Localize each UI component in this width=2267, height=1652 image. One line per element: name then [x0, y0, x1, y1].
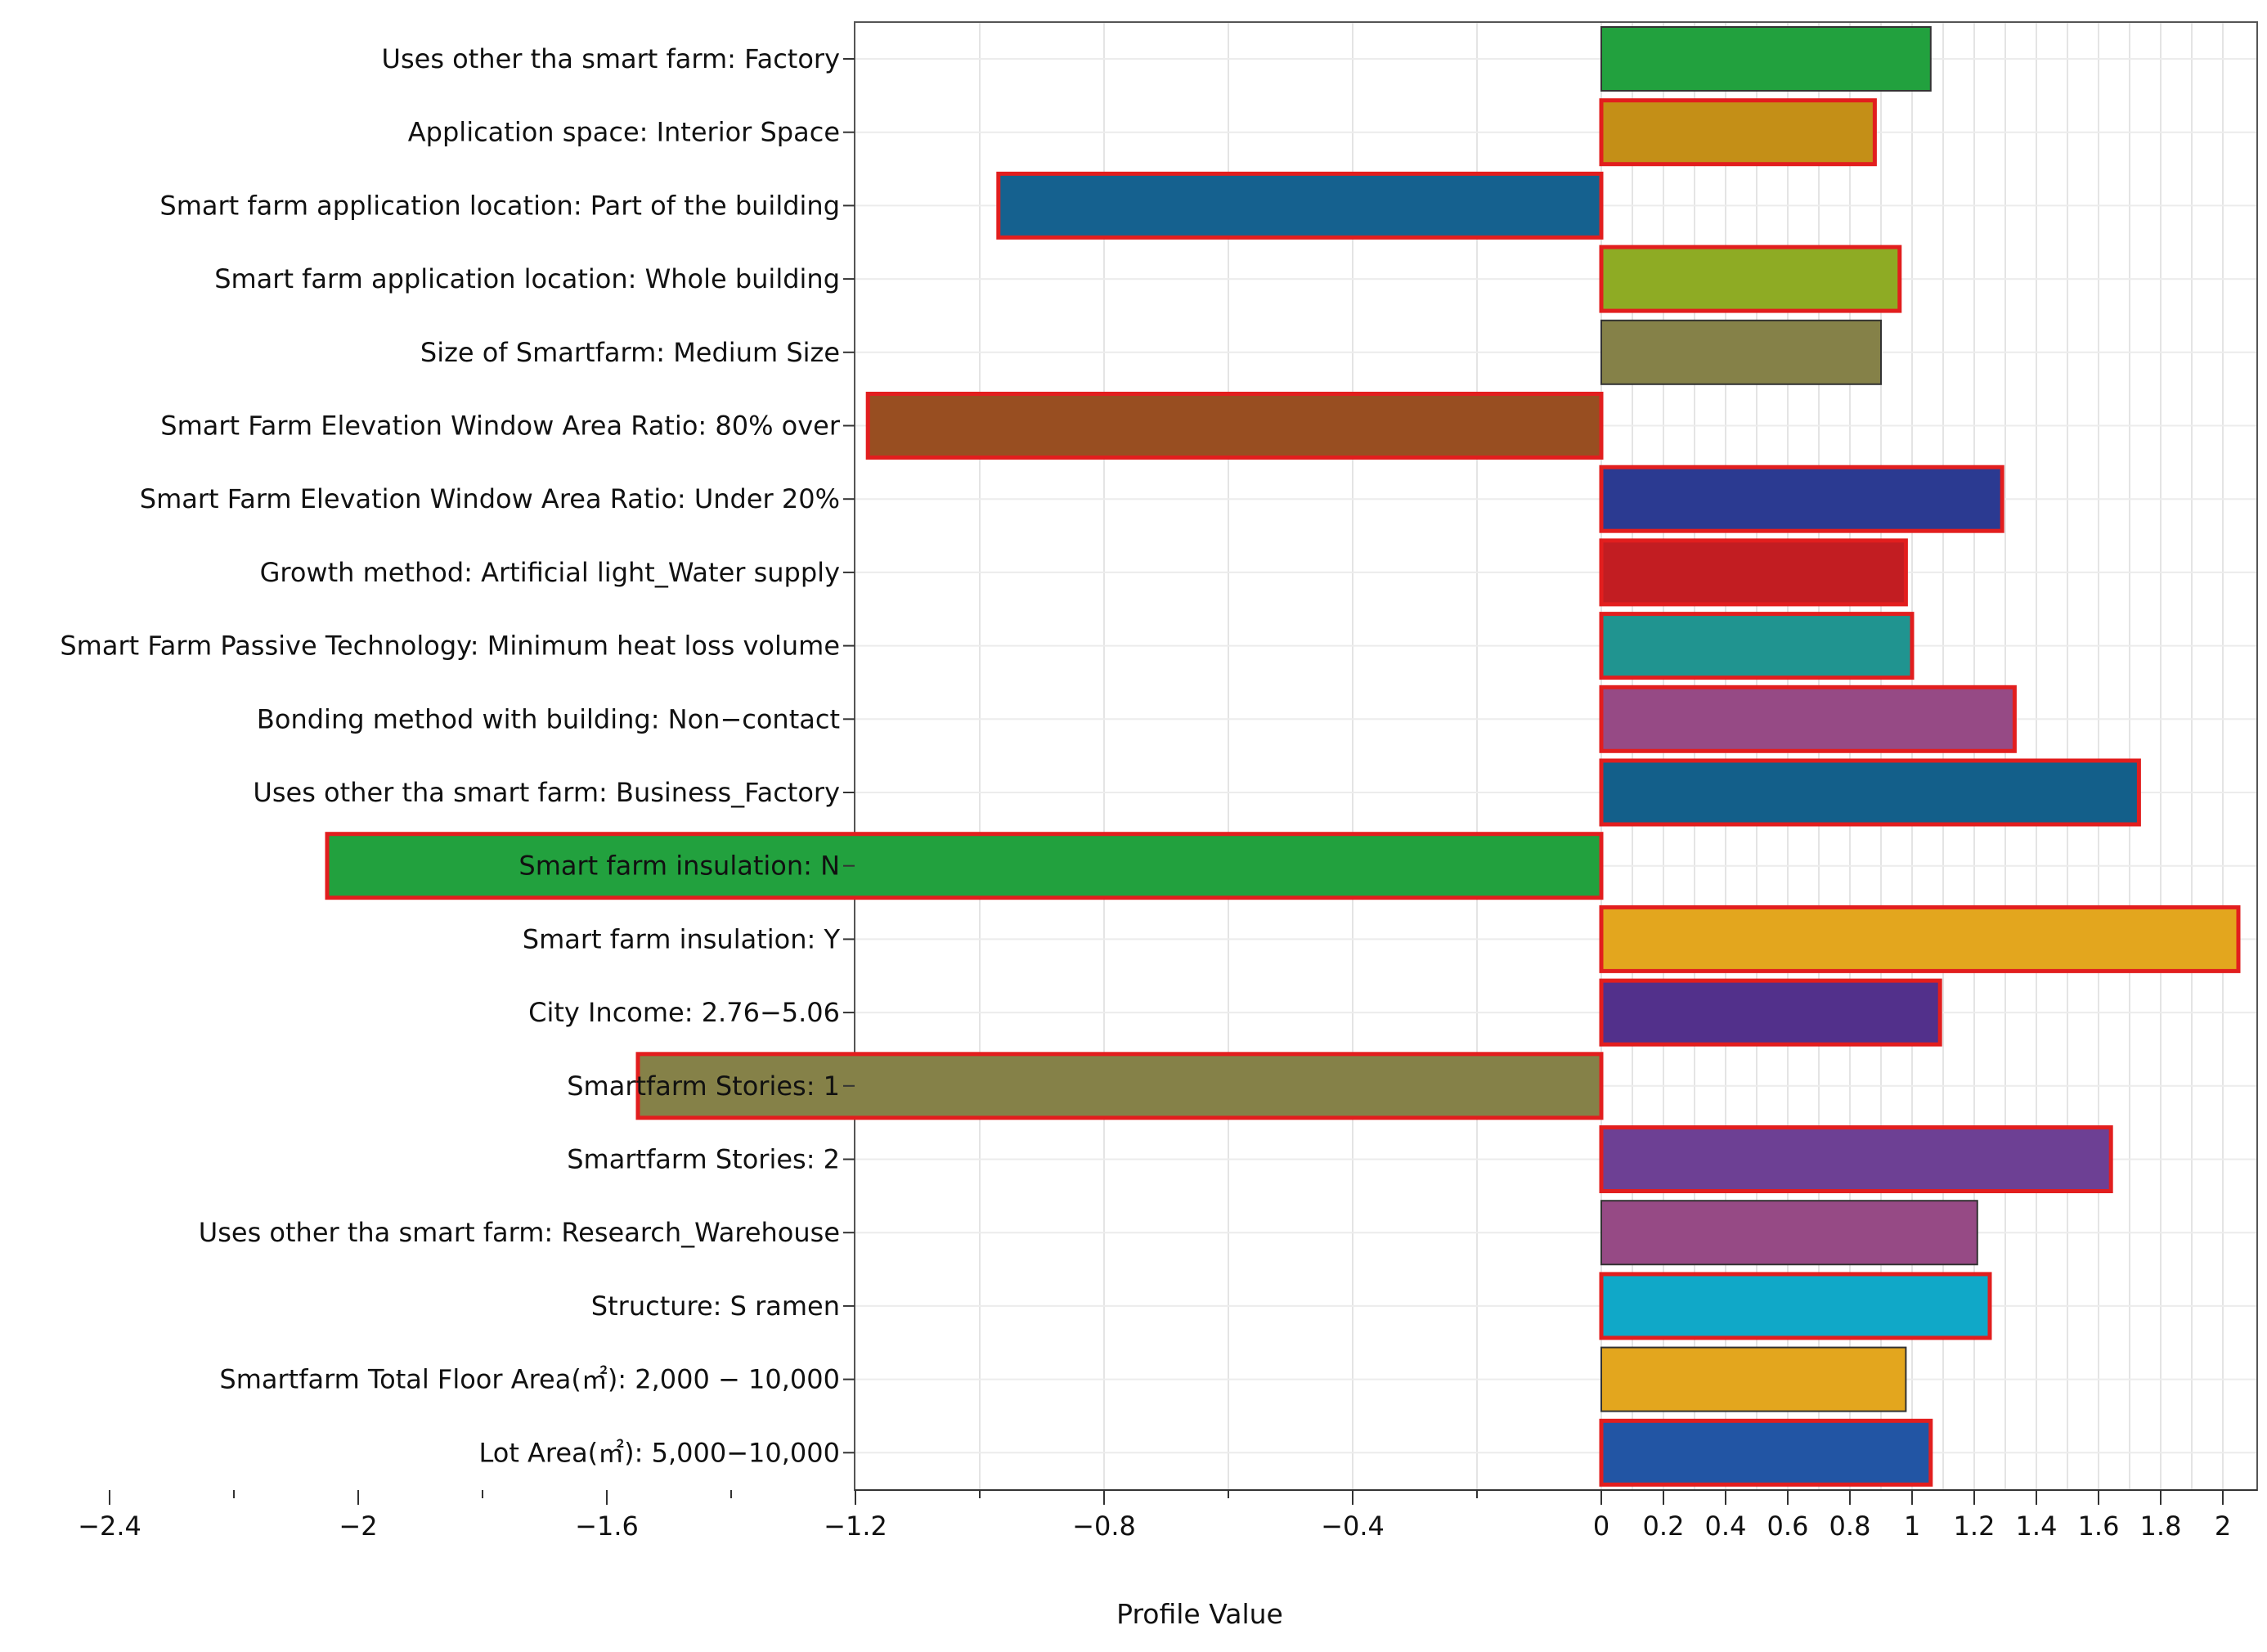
category-label: Smartfarm Stories: 2: [567, 1144, 840, 1175]
grid-lines: [855, 22, 2257, 1490]
category-label: Smart Farm Elevation Window Area Ratio: …: [160, 411, 841, 442]
bar: [1599, 685, 2017, 753]
bar: [1599, 98, 1877, 167]
category-label: Smart farm insulation: Y: [523, 923, 841, 954]
x-tick-label: 0: [1593, 1511, 1609, 1542]
bar: [1599, 465, 2004, 533]
category-label: Smart Farm Elevation Window Area Ratio: …: [140, 483, 840, 514]
category-label: Smart farm application location: Part of…: [159, 190, 840, 221]
bar: [1599, 1272, 1992, 1340]
category-labels: Uses other tha smart farm: Factory Applic…: [60, 43, 855, 1468]
bar: [635, 1052, 1604, 1120]
category-label: Size of Smartfarm: Medium Size: [420, 337, 840, 368]
category-label: Uses other tha smart farm: Research_Ware…: [199, 1217, 840, 1248]
category-label: Lot Area(㎡): 5,000−10,000: [478, 1437, 840, 1468]
bar: [1599, 245, 1902, 313]
category-label: Smart farm insulation: N: [518, 851, 840, 882]
x-tick-label: 1: [1904, 1511, 1920, 1542]
bar: [1600, 1346, 1907, 1412]
bar: [1599, 758, 2141, 827]
x-tick-label: 0.2: [1643, 1511, 1685, 1542]
plot-area-frame: [854, 21, 2258, 1491]
x-axis: −2.4 −2 −1.6 −1.2 −0.8 −0.4 0 0.2 0.4 0.6 0.8 1 1.2 1…: [78, 1489, 2257, 1542]
x-tick-label: 1.6: [2078, 1511, 2120, 1542]
x-tick-label: −2.4: [78, 1511, 141, 1542]
x-tick-label: −2: [339, 1511, 377, 1542]
category-label: Smart farm application location: Whole b…: [214, 263, 840, 294]
bar: [996, 171, 1604, 240]
x-tick-label: −0.8: [1072, 1511, 1136, 1542]
category-label: Smart Farm Passive Technology: Minimum h…: [60, 631, 840, 662]
bar: [1599, 612, 1915, 680]
bars: [325, 26, 2241, 1487]
x-tick-label: 0.8: [1829, 1511, 1871, 1542]
x-tick-label: 1.2: [1954, 1511, 1995, 1542]
category-label: Application space: Interior Space: [408, 117, 840, 148]
category-label: Smartfarm Total Floor Area(㎡): 2,000 − 1…: [219, 1364, 840, 1395]
bar: [1599, 978, 1942, 1047]
category-label: City Income: 2.76−5.06: [528, 997, 840, 1028]
bar: [1600, 1200, 1978, 1266]
x-tick-label: 0.4: [1705, 1511, 1747, 1542]
category-label: Growth method: Artificial light_Water su…: [260, 557, 840, 588]
bar: [1599, 1418, 1933, 1487]
x-tick-label: −0.4: [1321, 1511, 1385, 1542]
bar: [1599, 1125, 2113, 1193]
x-tick-label: −1.6: [575, 1511, 639, 1542]
x-tick-label: 2: [2215, 1511, 2231, 1542]
x-tick-label: −1.2: [824, 1511, 887, 1542]
category-label: Bonding method with building: Non−contac…: [257, 703, 840, 734]
bar: [1599, 905, 2241, 973]
x-tick-label: 0.6: [1767, 1511, 1809, 1542]
bar: [865, 392, 1604, 460]
x-tick-label: 1.4: [2016, 1511, 2058, 1542]
bar: [325, 832, 1604, 900]
x-tick-label: 1.8: [2140, 1511, 2182, 1542]
category-label: Structure: S ramen: [591, 1291, 840, 1322]
bar: [1600, 26, 1932, 92]
category-label: Smartfarm Stories: 1: [567, 1071, 840, 1102]
bar: [1600, 319, 1882, 385]
category-label: Uses other tha smart farm: Business_Fact…: [253, 777, 840, 808]
bar: [1599, 538, 1908, 607]
x-axis-title: Profile Value: [1116, 1598, 1283, 1630]
category-label: Uses other tha smart farm: Factory: [382, 43, 840, 74]
